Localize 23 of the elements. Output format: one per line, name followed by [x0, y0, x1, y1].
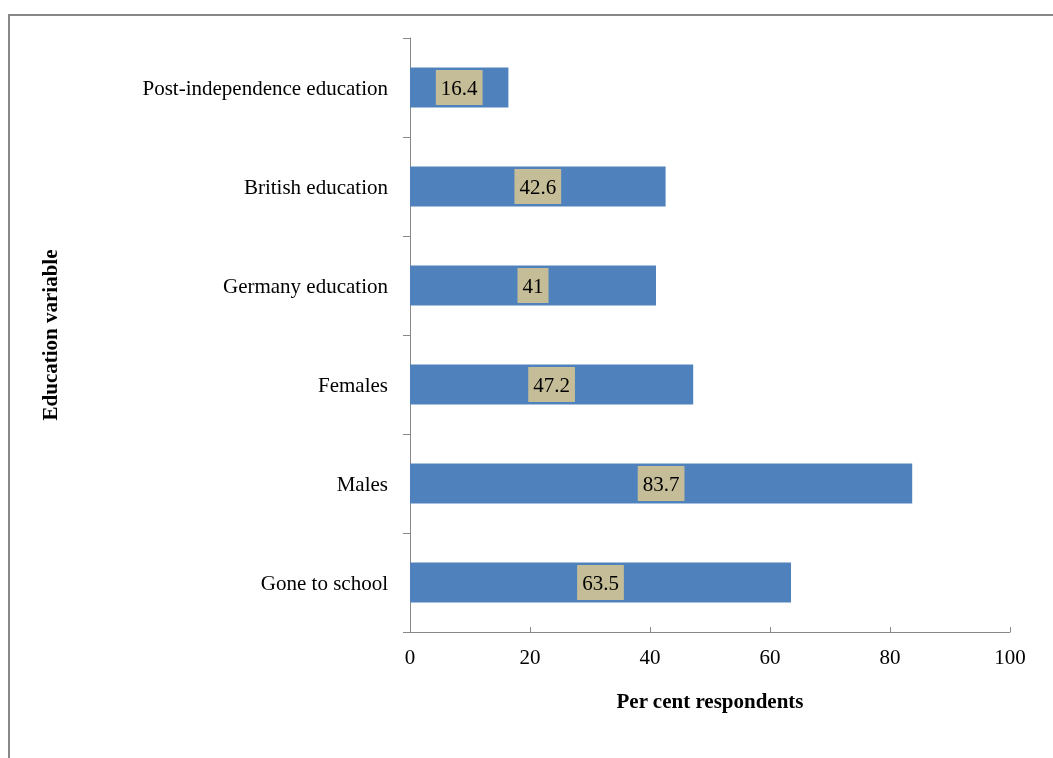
bar	[410, 463, 913, 504]
data-label: 63.5	[582, 570, 619, 595]
data-label: 83.7	[642, 471, 680, 496]
x-tick-label: 80	[879, 644, 901, 669]
y-tick-label: Post-independence education	[142, 75, 389, 100]
x-tick-label: 100	[994, 644, 1026, 669]
bar	[410, 265, 656, 306]
data-label: 41	[522, 273, 544, 298]
x-tick-label: 40	[639, 644, 661, 669]
y-tick-label: British education	[243, 174, 389, 199]
x-tick-label: 20	[519, 644, 541, 669]
x-axis-title: Per cent respondents	[616, 688, 804, 713]
y-tick-label: Germany education	[222, 273, 389, 298]
data-label: 42.6	[519, 174, 557, 199]
x-tick-label: 0	[404, 644, 416, 669]
y-tick-label: Gone to school	[260, 570, 389, 595]
y-tick-label: Females	[318, 372, 388, 397]
bar	[410, 562, 791, 603]
data-label: 47.2	[533, 372, 570, 397]
y-axis-title: Education variable	[37, 249, 62, 421]
y-tick-label: Males	[336, 471, 388, 496]
data-label: 16.4	[440, 75, 479, 100]
x-tick-label: 60	[759, 644, 781, 669]
